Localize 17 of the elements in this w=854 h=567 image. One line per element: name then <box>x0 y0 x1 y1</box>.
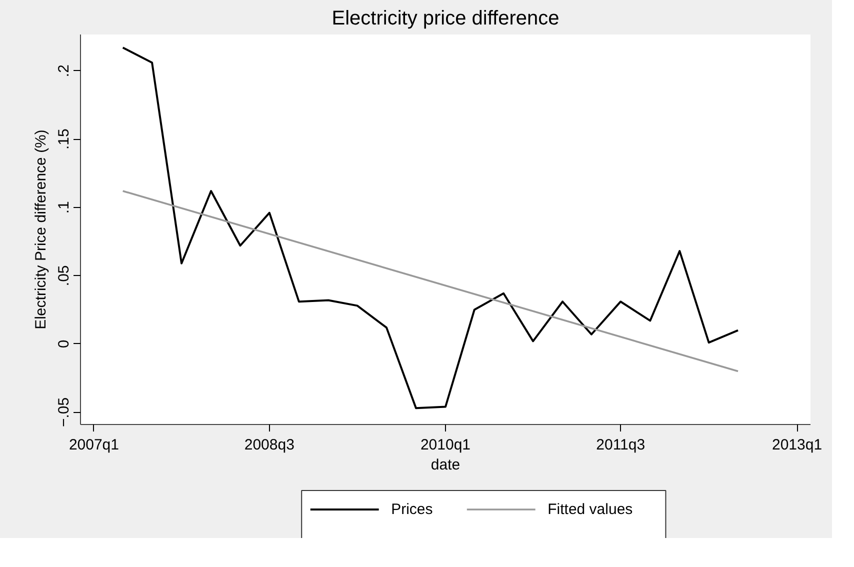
y-tick-label: .1 <box>56 201 72 214</box>
y-tick-label: .2 <box>56 64 72 78</box>
chart-title: Electricity price difference <box>332 8 560 30</box>
y-tick-label: −.05 <box>56 397 72 428</box>
legend-label: Fitted values <box>548 501 633 518</box>
x-tick-label: 2008q3 <box>244 436 294 454</box>
y-tick-label: .15 <box>56 128 72 150</box>
x-tick-label: 2013q1 <box>772 436 822 454</box>
y-tick-label: .05 <box>56 265 72 286</box>
y-axis-title: Electricity Price difference (%) <box>32 130 50 330</box>
x-tick-label: 2007q1 <box>68 436 120 454</box>
x-axis-title: date <box>430 456 460 474</box>
x-tick-label: 2011q3 <box>596 436 646 454</box>
line-series <box>122 46 740 410</box>
legend-label: Prices <box>391 501 433 518</box>
y-tick-label: 0 <box>56 340 72 348</box>
x-tick-label: 2010q1 <box>420 436 471 454</box>
